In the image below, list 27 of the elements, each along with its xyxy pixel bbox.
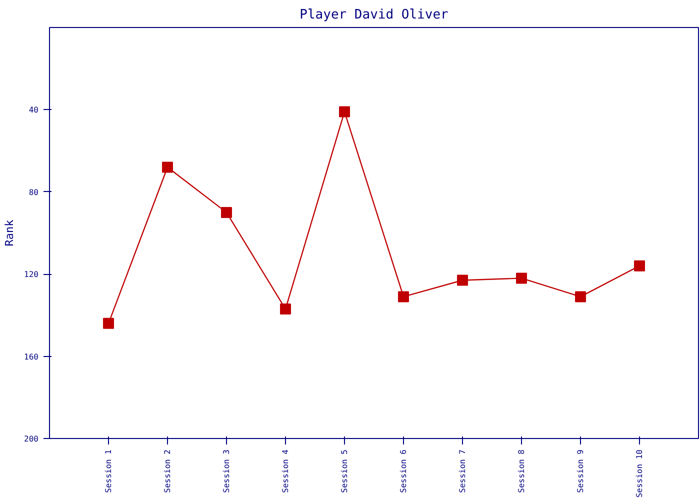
point [339,106,350,118]
x-tick-label: Session 2 [163,449,172,493]
point [516,272,527,284]
y-axis-title: Rank [3,219,16,246]
x-tick-label: Session 9 [576,449,585,493]
y-tick-label: 200 [24,434,39,444]
y-tick-label: 40 [28,106,39,115]
point [103,318,114,329]
x-tick-label: Session 7 [458,449,467,493]
y-tick-label: 80 [28,188,39,197]
x-tick-label: Session 3 [222,449,231,493]
point [634,260,645,272]
x-tick-label: Session 6 [399,449,408,493]
x-tick-label: Session 8 [517,449,526,493]
point [575,291,586,302]
chart-title: Player David Oliver [300,8,449,22]
point [162,162,173,173]
x-tick-label: Session 10 [635,449,644,498]
x-tick-label: Session 4 [281,449,290,493]
point [457,274,468,286]
y-tick-label: 160 [24,352,39,362]
point [221,206,232,218]
point [398,291,409,302]
y-tick-label: 120 [24,270,39,280]
x-tick-label: Session 5 [340,449,349,493]
point [280,304,291,315]
x-tick-label: Session 1 [104,449,113,493]
